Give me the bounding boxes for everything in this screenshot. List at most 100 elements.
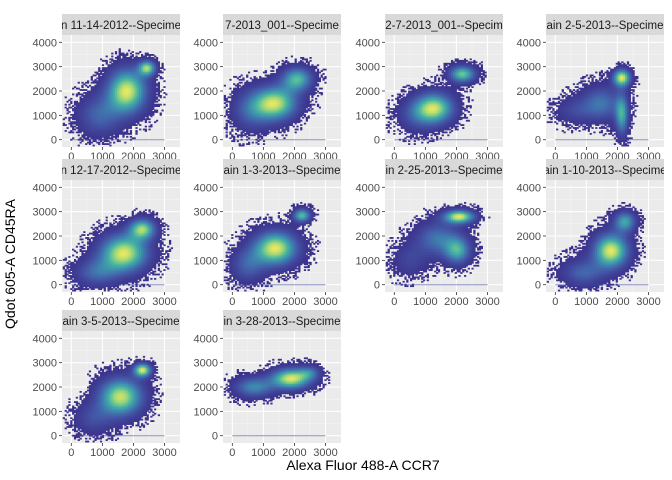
density-cell xyxy=(244,99,247,102)
density-cell xyxy=(296,80,299,83)
density-cell xyxy=(275,96,279,99)
density-cell xyxy=(290,113,294,116)
density-cell xyxy=(402,118,405,121)
density-cell xyxy=(77,106,80,109)
density-cell xyxy=(124,119,127,122)
density-cell xyxy=(79,103,82,106)
density-cell xyxy=(417,97,420,100)
density-cell xyxy=(315,92,318,94)
density-cell xyxy=(406,124,409,126)
density-cell xyxy=(118,75,121,78)
density-cell xyxy=(426,80,429,83)
density-cell xyxy=(135,106,138,109)
density-cell xyxy=(424,90,428,93)
density-cell xyxy=(240,119,243,122)
density-cell xyxy=(426,128,429,131)
density-cell xyxy=(77,81,80,84)
density-cell xyxy=(296,119,299,122)
density-cell xyxy=(251,92,254,94)
density-cell xyxy=(144,73,147,75)
density-cell xyxy=(300,100,303,103)
density-cell xyxy=(127,109,131,112)
density-cell xyxy=(103,124,106,126)
density-cell xyxy=(316,77,320,80)
density-cell xyxy=(118,70,121,72)
density-cell xyxy=(144,61,147,64)
density-cell xyxy=(75,106,79,109)
density-cell xyxy=(88,118,92,121)
density-cell xyxy=(305,80,308,83)
density-cell xyxy=(127,108,131,110)
density-cell xyxy=(315,87,318,90)
density-cell xyxy=(86,97,90,100)
density-cell xyxy=(229,111,232,113)
density-cell xyxy=(247,109,251,112)
density-cell xyxy=(113,67,116,70)
density-cell xyxy=(122,135,125,138)
density-cell xyxy=(100,71,103,74)
density-cell xyxy=(133,109,136,112)
density-cell xyxy=(139,93,142,96)
density-cell xyxy=(266,80,269,83)
density-cell xyxy=(96,93,99,96)
density-cell xyxy=(294,75,297,78)
density-cell xyxy=(131,122,134,125)
density-cell xyxy=(86,105,90,108)
density-cell xyxy=(396,112,400,115)
density-cell xyxy=(116,119,120,122)
density-cell xyxy=(270,130,273,132)
density-cell xyxy=(246,75,249,78)
density-cell xyxy=(283,68,286,71)
density-cell xyxy=(437,80,441,83)
density-cell xyxy=(148,81,151,84)
density-cell xyxy=(430,113,433,116)
density-cell xyxy=(152,74,155,77)
density-cell xyxy=(274,111,277,113)
density-cell xyxy=(98,108,101,110)
density-cell xyxy=(430,127,433,129)
density-cell xyxy=(288,77,292,80)
density-cell xyxy=(396,113,400,116)
density-cell xyxy=(81,112,84,115)
density-cell xyxy=(244,112,247,115)
density-cell xyxy=(137,111,140,113)
density-cell xyxy=(231,108,234,110)
density-cell xyxy=(419,108,422,110)
density-cell xyxy=(88,131,92,134)
density-cell xyxy=(279,99,282,102)
density-cell xyxy=(272,102,275,105)
density-cell xyxy=(229,113,232,116)
density-cell xyxy=(255,128,258,131)
density-cell xyxy=(398,108,402,110)
density-cell xyxy=(141,112,144,115)
density-cell xyxy=(285,73,288,75)
density-cell xyxy=(436,74,439,77)
density-cell xyxy=(90,93,93,96)
density-cell xyxy=(238,81,241,84)
density-cell xyxy=(139,100,142,103)
density-cell xyxy=(253,92,256,94)
density-cell xyxy=(109,64,112,67)
density-cell xyxy=(249,87,253,90)
density-cell xyxy=(96,99,99,102)
density-cell xyxy=(302,71,305,74)
density-cell xyxy=(313,70,316,72)
density-cell xyxy=(437,96,441,99)
density-cell xyxy=(393,125,396,128)
density-cell xyxy=(233,108,236,110)
density-cell xyxy=(270,127,273,129)
density-cell xyxy=(408,93,411,96)
density-cell xyxy=(417,108,420,110)
density-cell xyxy=(113,122,116,125)
density-cell xyxy=(122,58,125,61)
density-cell xyxy=(152,71,155,74)
density-cell xyxy=(238,122,241,125)
density-cell xyxy=(225,119,228,122)
density-cell xyxy=(234,93,238,96)
density-cell xyxy=(288,86,292,89)
density-cell xyxy=(85,132,88,135)
density-cell xyxy=(413,130,416,132)
density-cell xyxy=(113,83,116,86)
density-cell xyxy=(109,113,112,116)
density-cell xyxy=(266,94,269,97)
